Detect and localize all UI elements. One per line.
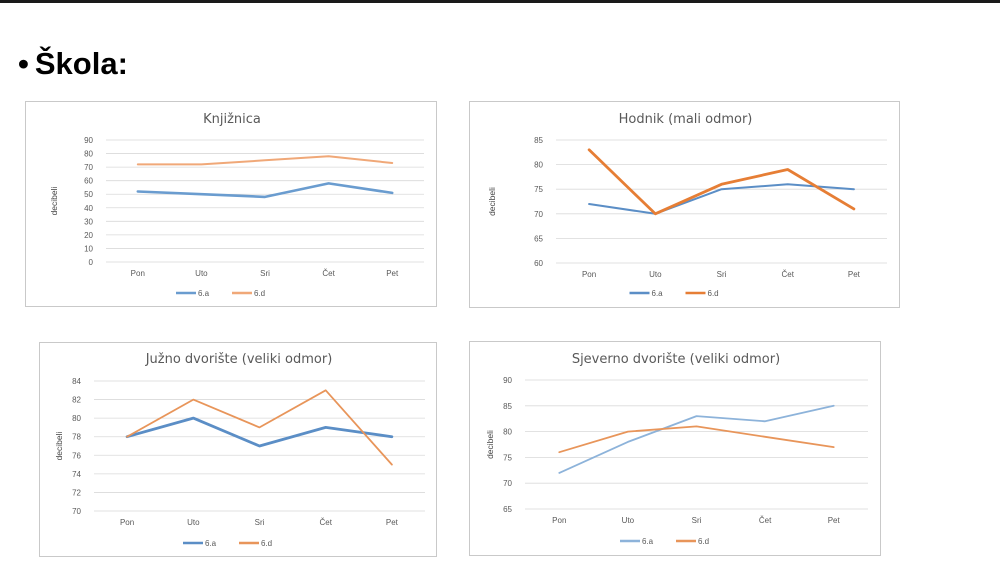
x-tick-label: Pet bbox=[386, 518, 399, 527]
y-tick-label: 90 bbox=[503, 376, 512, 385]
series-line-6.a bbox=[136, 182, 394, 199]
legend-label: 6.a bbox=[652, 289, 664, 298]
chart-svg: Hodnik (mali odmor) 60 65 70 75 80 85 decibeli P… bbox=[487, 112, 887, 298]
legend-label: 6.d bbox=[254, 289, 265, 298]
y-tick-label: 75 bbox=[503, 453, 512, 462]
y-tick-label: 85 bbox=[534, 136, 543, 145]
chart-svg: Knjižnica 0 10 20 30 40 50 60 70 80 90 decibeli Pon U… bbox=[49, 112, 424, 298]
chart-title: Knjižnica bbox=[203, 112, 261, 127]
chart-sjeverno-dvoriste: Sjeverno dvorište (veliki odmor) 65 70 75 80… bbox=[469, 341, 881, 556]
x-tick-label: Uto bbox=[187, 518, 200, 527]
y-tick-label: 60 bbox=[534, 259, 543, 268]
y-axis-label: decibeli bbox=[49, 186, 59, 215]
series-line-6.d bbox=[136, 155, 394, 166]
top-rule bbox=[0, 0, 1000, 3]
chart-hodnik: Hodnik (mali odmor) 60 65 70 75 80 85 decibeli P… bbox=[469, 101, 900, 308]
slide-title: Škola: bbox=[34, 46, 128, 81]
legend-label: 6.a bbox=[205, 539, 217, 548]
y-tick-label: 70 bbox=[503, 479, 512, 488]
legend-label: 6.d bbox=[261, 539, 272, 548]
legend-label: 6.d bbox=[708, 289, 719, 298]
y-tick-label: 80 bbox=[534, 161, 543, 170]
series-line-6.a bbox=[588, 183, 855, 215]
x-tick-label: Sri bbox=[717, 270, 727, 279]
series-line-6.a bbox=[558, 404, 835, 474]
legend-label: 6.a bbox=[642, 537, 654, 546]
y-tick-label: 80 bbox=[503, 428, 512, 437]
y-tick-label: 76 bbox=[72, 451, 81, 460]
x-tick-label: Pet bbox=[848, 270, 861, 279]
y-tick-label: 65 bbox=[534, 234, 543, 243]
legend-label: 6.a bbox=[198, 289, 210, 298]
y-tick-label: 0 bbox=[89, 258, 94, 267]
y-tick-label: 20 bbox=[84, 231, 93, 240]
x-tick-label: Pon bbox=[120, 518, 134, 527]
y-axis-label: decibeli bbox=[54, 431, 64, 460]
chart-svg: Sjeverno dvorište (veliki odmor) 65 70 75 80… bbox=[485, 352, 868, 546]
y-tick-label: 10 bbox=[84, 244, 93, 253]
y-tick-label: 70 bbox=[84, 163, 93, 172]
x-tick-label: Čet bbox=[319, 518, 332, 527]
y-tick-label: 72 bbox=[72, 488, 81, 497]
x-tick-label: Uto bbox=[622, 516, 635, 525]
x-tick-label: Uto bbox=[195, 269, 208, 278]
y-tick-label: 60 bbox=[84, 177, 93, 186]
x-tick-label: Čet bbox=[322, 269, 335, 278]
y-tick-label: 74 bbox=[72, 470, 81, 479]
x-tick-label: Pon bbox=[552, 516, 566, 525]
chart-title: Sjeverno dvorište (veliki odmor) bbox=[572, 352, 780, 367]
x-tick-label: Pet bbox=[386, 269, 399, 278]
x-tick-label: Pon bbox=[582, 270, 596, 279]
y-tick-label: 30 bbox=[84, 217, 93, 226]
x-tick-label: Pet bbox=[828, 516, 841, 525]
x-tick-label: Čet bbox=[759, 516, 772, 525]
series-line-6.d bbox=[126, 389, 393, 466]
x-tick-label: Uto bbox=[649, 270, 662, 279]
y-tick-label: 70 bbox=[72, 507, 81, 516]
chart-knjiznica: Knjižnica 0 10 20 30 40 50 60 70 80 90 decibeli Pon U… bbox=[25, 101, 437, 307]
series-line-6.a bbox=[125, 416, 394, 448]
series-line-6.d bbox=[587, 148, 856, 216]
y-tick-label: 65 bbox=[503, 505, 512, 514]
y-tick-label: 82 bbox=[72, 396, 81, 405]
x-tick-label: Sri bbox=[255, 518, 265, 527]
chart-title: Hodnik (mali odmor) bbox=[619, 112, 753, 127]
x-tick-label: Sri bbox=[692, 516, 702, 525]
y-tick-label: 75 bbox=[534, 185, 543, 194]
bullet: • bbox=[18, 46, 29, 81]
legend-label: 6.d bbox=[698, 537, 709, 546]
y-tick-label: 80 bbox=[72, 414, 81, 423]
chart-svg: Južno dvorište (veliki odmor) 70 72 74 76 78 8… bbox=[54, 352, 425, 548]
y-axis-label: decibeli bbox=[485, 430, 495, 459]
y-tick-label: 78 bbox=[72, 433, 81, 442]
x-tick-label: Sri bbox=[260, 269, 270, 278]
slide-heading: • Škola: bbox=[18, 46, 128, 82]
y-tick-label: 80 bbox=[84, 150, 93, 159]
y-tick-label: 40 bbox=[84, 204, 93, 213]
x-tick-label: Pon bbox=[131, 269, 145, 278]
y-tick-label: 90 bbox=[84, 136, 93, 145]
y-tick-label: 84 bbox=[72, 377, 81, 386]
y-tick-label: 70 bbox=[534, 210, 543, 219]
series-line-6.d bbox=[558, 425, 835, 454]
y-axis-label: decibeli bbox=[487, 187, 497, 216]
x-tick-label: Čet bbox=[781, 270, 794, 279]
chart-juzno-dvoriste: Južno dvorište (veliki odmor) 70 72 74 76 78 8… bbox=[39, 342, 437, 557]
chart-title: Južno dvorište (veliki odmor) bbox=[145, 352, 333, 367]
y-tick-label: 85 bbox=[503, 402, 512, 411]
y-tick-label: 50 bbox=[84, 190, 93, 199]
